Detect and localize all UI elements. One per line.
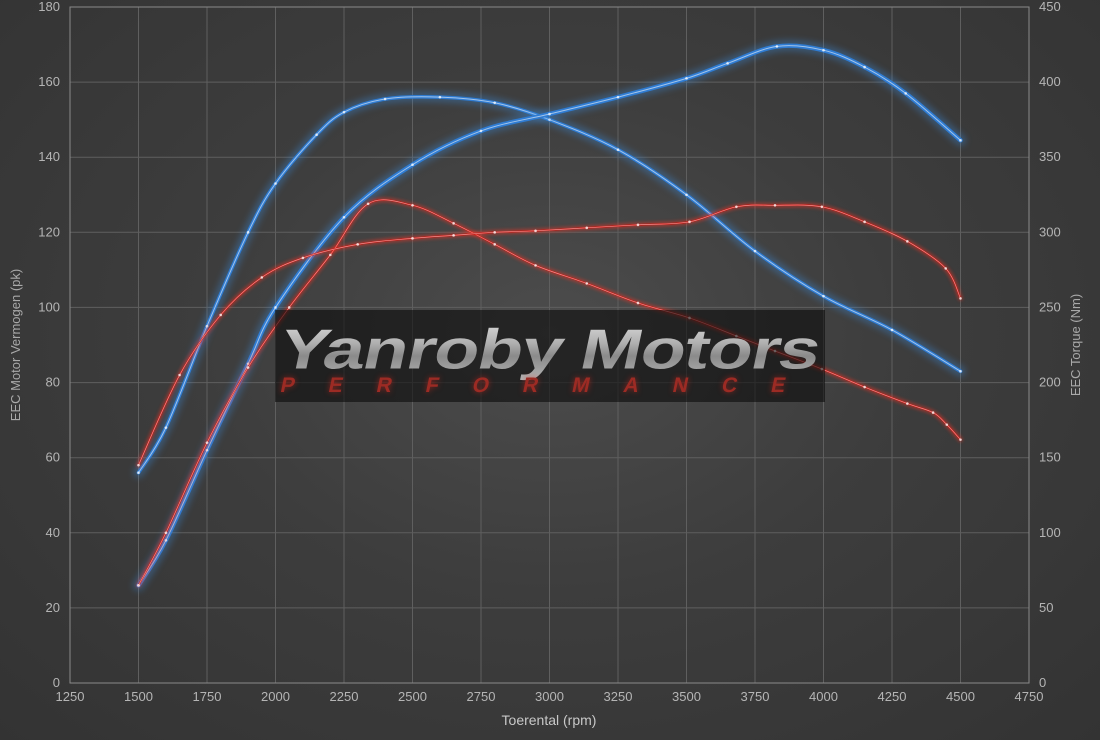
svg-text:Toerental (rpm): Toerental (rpm) [502, 712, 597, 728]
svg-text:EEC Motor Vermogen (pk): EEC Motor Vermogen (pk) [8, 269, 23, 421]
svg-text:1500: 1500 [124, 689, 153, 704]
svg-text:250: 250 [1039, 299, 1061, 314]
svg-text:0: 0 [1039, 675, 1046, 690]
svg-text:50: 50 [1039, 600, 1053, 615]
svg-text:160: 160 [38, 74, 60, 89]
svg-text:4000: 4000 [809, 689, 838, 704]
svg-text:2500: 2500 [398, 689, 427, 704]
svg-text:120: 120 [38, 224, 60, 239]
svg-text:3500: 3500 [672, 689, 701, 704]
svg-text:2000: 2000 [261, 689, 290, 704]
svg-text:1250: 1250 [56, 689, 85, 704]
svg-text:180: 180 [38, 0, 60, 14]
svg-text:300: 300 [1039, 224, 1061, 239]
svg-text:450: 450 [1039, 0, 1061, 14]
svg-text:150: 150 [1039, 450, 1061, 465]
svg-text:4500: 4500 [946, 689, 975, 704]
svg-text:2250: 2250 [330, 689, 359, 704]
svg-text:40: 40 [46, 525, 60, 540]
svg-text:400: 400 [1039, 74, 1061, 89]
svg-text:3750: 3750 [741, 689, 770, 704]
svg-text:3000: 3000 [535, 689, 564, 704]
svg-text:3250: 3250 [604, 689, 633, 704]
svg-text:140: 140 [38, 149, 60, 164]
svg-text:4750: 4750 [1015, 689, 1044, 704]
svg-text:60: 60 [46, 450, 60, 465]
svg-text:80: 80 [46, 375, 60, 390]
svg-text:20: 20 [46, 600, 60, 615]
svg-text:200: 200 [1039, 375, 1061, 390]
svg-text:350: 350 [1039, 149, 1061, 164]
svg-text:EEC Torque (Nm): EEC Torque (Nm) [1068, 294, 1083, 396]
svg-text:1750: 1750 [193, 689, 222, 704]
svg-text:0: 0 [53, 675, 60, 690]
svg-text:100: 100 [38, 299, 60, 314]
svg-text:4250: 4250 [878, 689, 907, 704]
svg-text:2750: 2750 [467, 689, 496, 704]
svg-text:100: 100 [1039, 525, 1061, 540]
